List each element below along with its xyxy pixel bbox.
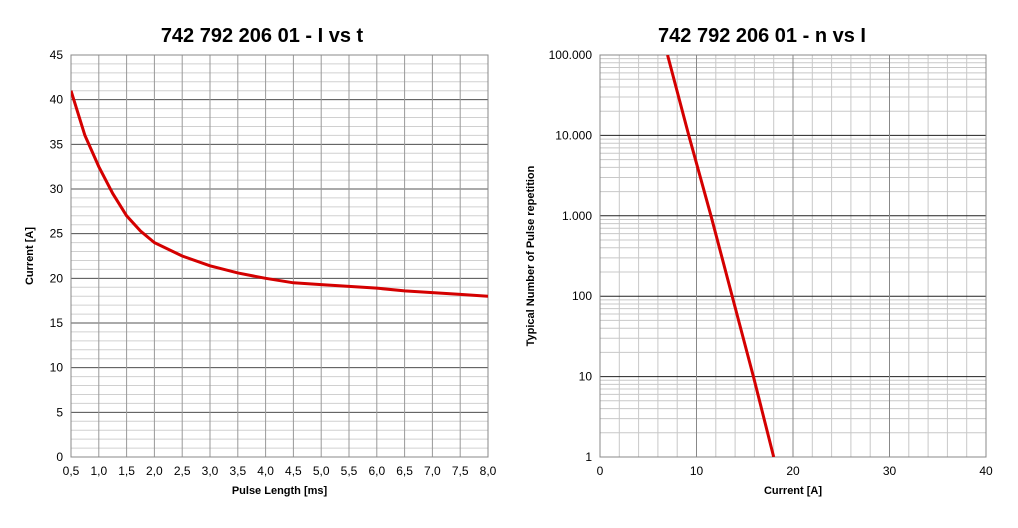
y-tick-label: 30 (50, 182, 64, 196)
y-tick-label: 40 (50, 93, 64, 107)
y-tick-label: 45 (50, 48, 64, 62)
plot-frame (70, 54, 489, 458)
x-tick-label: 4,0 (257, 464, 274, 478)
x-tick-label: 1,5 (118, 464, 135, 478)
x-tick-label: 7,0 (424, 464, 441, 478)
x-tick-label: 5,5 (341, 464, 358, 478)
x-tick-label: 40 (979, 464, 993, 478)
x-tick-label: 8,0 (480, 464, 497, 478)
y-axis-label: Current [A] (24, 227, 36, 285)
x-tick-label: 4,5 (285, 464, 302, 478)
x-tick-label: 30 (883, 464, 897, 478)
y-tick-label: 10.000 (555, 128, 592, 142)
y-tick-label: 35 (50, 137, 64, 151)
x-tick-label: 7,5 (452, 464, 469, 478)
y-tick-label: 100.000 (549, 48, 593, 62)
x-tick-label: 3,0 (202, 464, 219, 478)
x-tick-label: 0 (597, 464, 604, 478)
x-tick-label: 1,0 (90, 464, 107, 478)
x-tick-label: 5,0 (313, 464, 330, 478)
data-line (71, 90, 488, 298)
y-tick-label: 10 (50, 361, 64, 375)
y-tick-label: 25 (50, 227, 64, 241)
y-tick-label: 1.000 (562, 209, 592, 223)
y-tick-label: 0 (56, 450, 63, 464)
y-axis-label: Typical Number of Pulse repetition (525, 165, 537, 346)
x-tick-label: 2,0 (146, 464, 163, 478)
x-tick-label: 6,0 (368, 464, 385, 478)
x-tick-label: 10 (690, 464, 704, 478)
x-axis-label: Current [A] (764, 485, 822, 497)
x-tick-label: 0,5 (63, 464, 80, 478)
chart-title: 742 792 206 01 - I vs t (161, 25, 364, 47)
x-tick-label: 3,5 (229, 464, 246, 478)
x-tick-label: 6,5 (396, 464, 413, 478)
data-line (666, 55, 776, 457)
x-tick-label: 20 (786, 464, 800, 478)
y-tick-label: 1 (585, 450, 592, 464)
y-tick-label: 20 (50, 271, 64, 285)
chart-title: 742 792 206 01 - n vs I (658, 25, 866, 47)
x-tick-label: 2,5 (174, 464, 191, 478)
x-axis-label: Pulse Length [ms] (232, 485, 328, 497)
plot-frame (599, 54, 987, 458)
y-tick-label: 5 (56, 405, 63, 419)
y-tick-label: 100 (572, 289, 592, 303)
y-tick-label: 10 (579, 370, 593, 384)
y-tick-label: 15 (50, 316, 64, 330)
